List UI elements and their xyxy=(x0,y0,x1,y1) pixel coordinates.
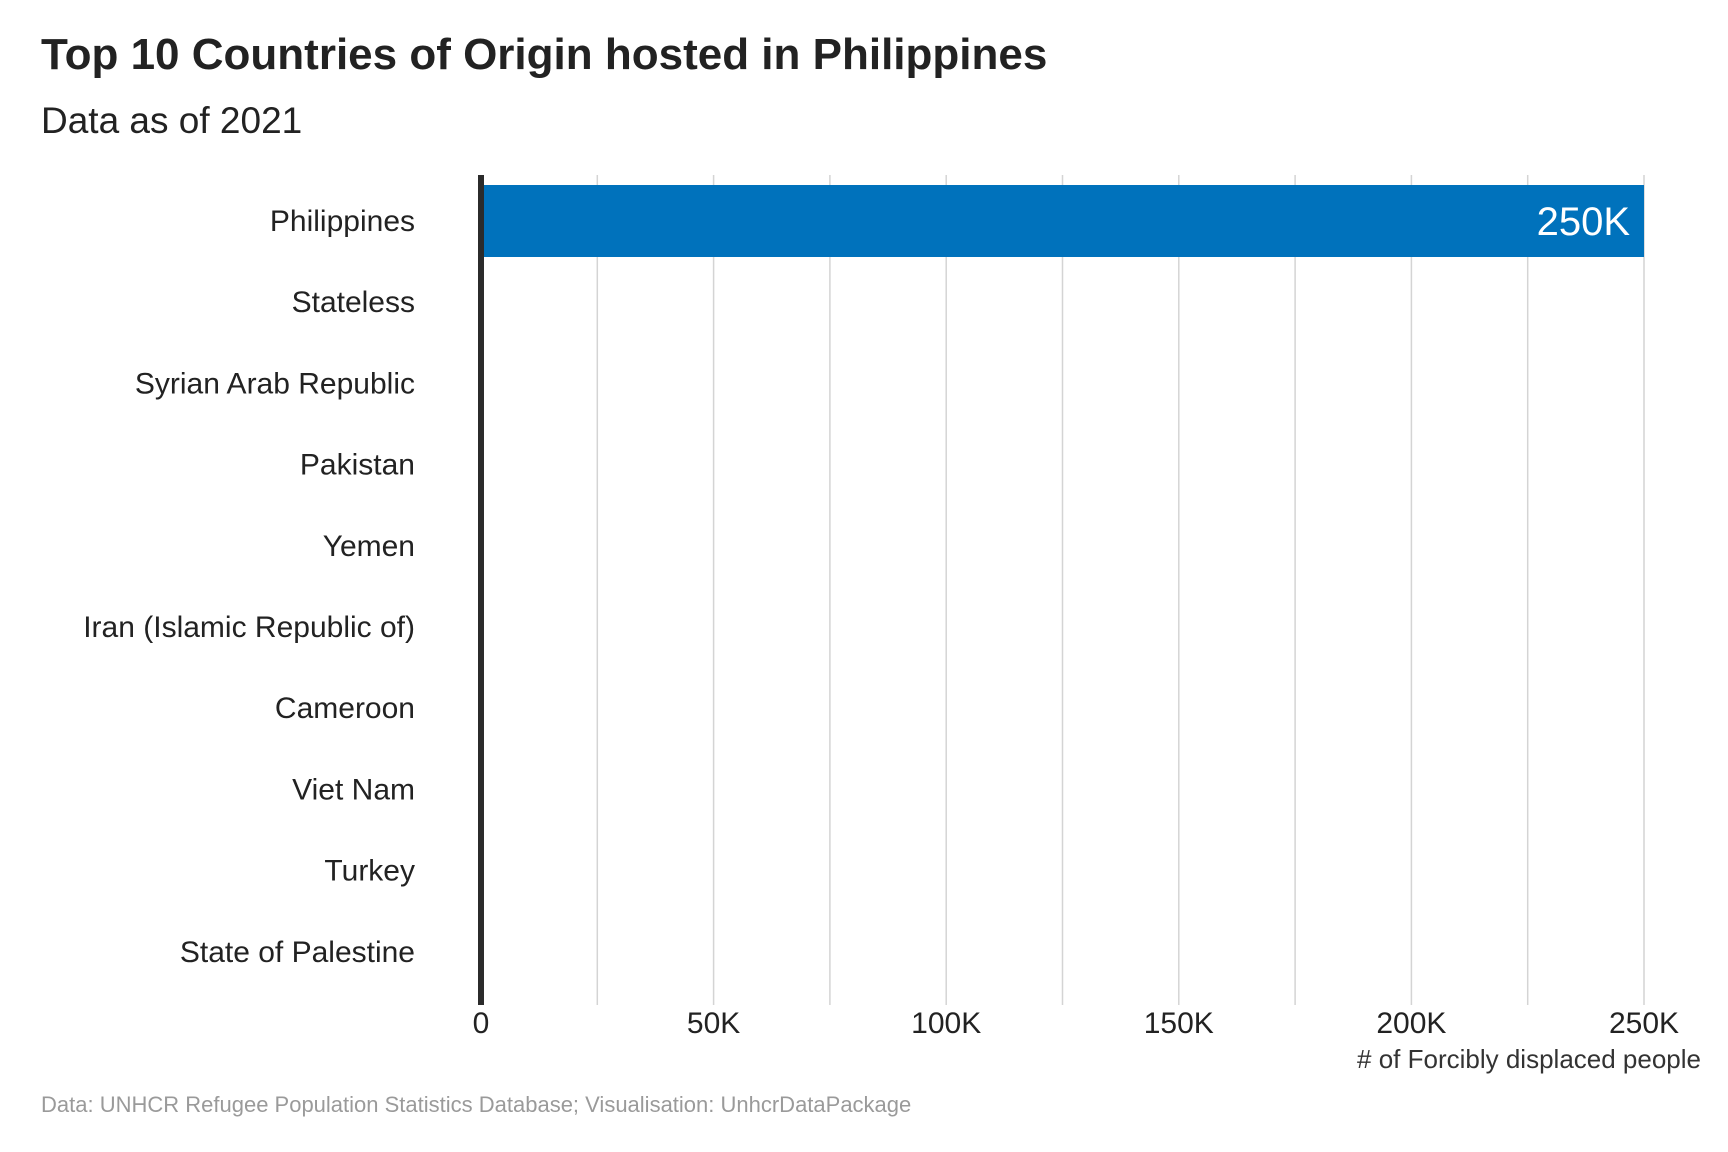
category-label: Turkey xyxy=(324,855,415,888)
category-label: Philippines xyxy=(270,205,415,238)
category-label: Yemen xyxy=(323,530,415,563)
x-tick-label: 250K xyxy=(1609,1007,1679,1040)
x-tick-label: 0 xyxy=(473,1007,490,1040)
chart-subtitle: Data as of 2021 xyxy=(41,100,303,141)
x-axis-ticks: 0 50K 100K 150K 200K 250K xyxy=(473,1007,1679,1040)
category-label: Syrian Arab Republic xyxy=(135,367,415,400)
category-label: Viet Nam xyxy=(292,773,415,806)
x-axis-title: # of Forcibly displaced people xyxy=(1357,1044,1701,1074)
x-tick-label: 50K xyxy=(687,1007,740,1040)
x-tick-label: 150K xyxy=(1144,1007,1214,1040)
category-label: Pakistan xyxy=(300,449,415,482)
bar xyxy=(481,185,1644,257)
x-tick-label: 200K xyxy=(1376,1007,1446,1040)
chart-title: Top 10 Countries of Origin hosted in Phi… xyxy=(41,30,1048,79)
x-tick-label: 100K xyxy=(911,1007,981,1040)
category-label: Stateless xyxy=(292,286,415,319)
category-label: State of Palestine xyxy=(180,936,415,969)
source-caption: Data: UNHCR Refugee Population Statistic… xyxy=(41,1092,912,1117)
category-labels: Philippines Stateless Syrian Arab Republic… xyxy=(83,205,415,969)
grid-lines xyxy=(596,175,1645,1005)
data-label: 250K xyxy=(1537,200,1631,244)
category-label: Iran (Islamic Republic of) xyxy=(83,611,415,644)
category-label: Cameroon xyxy=(275,692,415,725)
